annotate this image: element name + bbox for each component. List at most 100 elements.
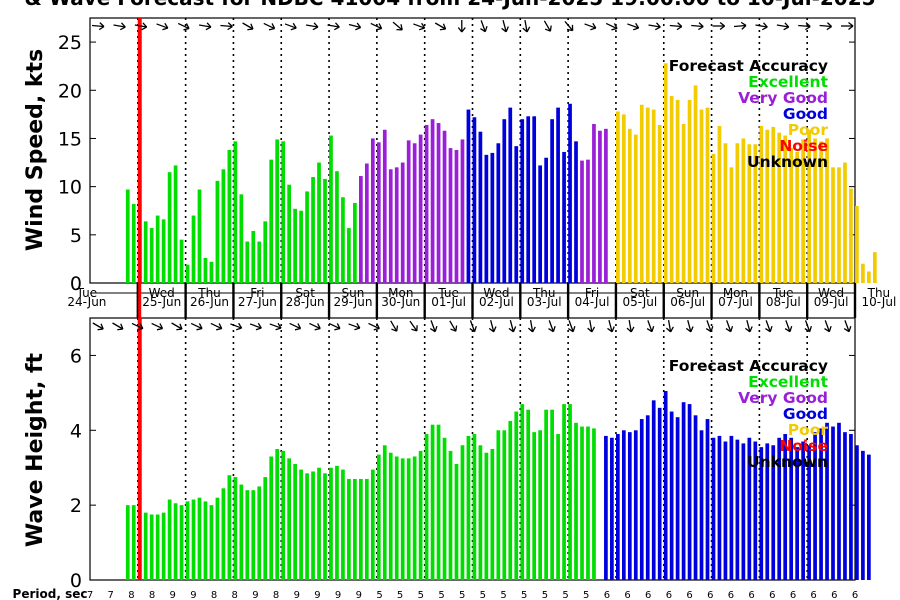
y-tick-label: 10: [58, 177, 82, 199]
direction-arrow: [841, 21, 854, 31]
bar: [364, 478, 369, 580]
bar: [807, 129, 811, 283]
direction-arrow: [665, 319, 674, 333]
bar: [795, 151, 799, 283]
bar: [508, 420, 513, 580]
direction-arrow: [113, 22, 126, 31]
period-value: 6: [769, 590, 775, 600]
bar: [359, 176, 363, 283]
bar: [430, 119, 435, 284]
direction-arrow: [626, 319, 635, 333]
direction-arrow: [220, 22, 233, 31]
day-date-label: 30-Jun: [381, 295, 420, 309]
chart-title: & Wave Forecast for NDBC 41004 from 24-J…: [24, 0, 875, 10]
direction-arrow: [605, 22, 618, 31]
bar: [771, 126, 776, 283]
bar: [215, 180, 220, 283]
bar: [759, 447, 764, 580]
period-value: 5: [438, 590, 444, 600]
direction-arrow: [249, 322, 262, 331]
bar: [532, 116, 537, 283]
bar: [490, 449, 495, 580]
bar: [825, 138, 829, 283]
bar: [388, 452, 393, 580]
bar: [729, 435, 734, 580]
bar: [245, 241, 250, 283]
day-name-label: Thu: [867, 286, 891, 300]
bar: [789, 437, 794, 580]
direction-arrow: [584, 22, 597, 31]
direction-arrow: [112, 322, 124, 331]
bar: [526, 116, 531, 283]
direction-arrow: [413, 22, 426, 31]
direction-arrow: [819, 22, 833, 31]
day-date-label: 24-Jun: [67, 295, 106, 309]
bar: [867, 271, 871, 283]
period-value: 6: [666, 590, 672, 600]
direction-arrow: [392, 21, 403, 31]
bar: [227, 475, 232, 580]
bar: [203, 257, 208, 283]
bar: [801, 441, 805, 580]
day-name-label: Sat: [630, 286, 650, 300]
direction-arrow: [733, 21, 747, 30]
bar: [209, 261, 214, 283]
bar: [197, 189, 202, 283]
day-name-label: Sun: [342, 286, 365, 300]
y-tick-label: 15: [58, 128, 82, 150]
bar: [263, 221, 268, 283]
bar: [376, 454, 381, 580]
direction-arrow: [171, 322, 183, 331]
day-date-label: 02-Jul: [479, 295, 514, 309]
bar: [251, 230, 256, 283]
bar: [239, 194, 244, 283]
bar: [275, 449, 280, 580]
bar: [131, 203, 136, 283]
direction-arrow: [607, 320, 615, 333]
period-value: 6: [686, 590, 692, 600]
bar: [281, 141, 286, 283]
bar: [723, 441, 728, 580]
bar: [466, 435, 471, 580]
bar: [347, 228, 351, 283]
bar: [645, 415, 650, 580]
bar: [424, 124, 429, 284]
period-value: 9: [170, 590, 176, 600]
wind-speed-panel: 0 5 10 15 20 25 Wind Speed, kts Forecast Accura…: [23, 17, 877, 295]
bar: [478, 445, 483, 580]
period-value: 6: [748, 590, 754, 600]
legend-item-unknown: Unknown: [747, 453, 828, 471]
day-date-label: 08-Jul: [766, 295, 801, 309]
direction-arrow: [824, 320, 832, 333]
bar: [484, 452, 489, 580]
period-value: 7: [87, 590, 93, 600]
bar: [562, 404, 566, 580]
bar: [185, 501, 190, 580]
direction-arrow: [91, 22, 105, 31]
wave-height-panel: 0 2 4 6 Wave Height, ft Forecast AccuracyExce…: [23, 317, 871, 592]
bar: [347, 478, 351, 580]
bar: [287, 184, 291, 283]
day-name-label: Wed: [818, 286, 844, 300]
bar: [406, 140, 411, 283]
bar: [131, 505, 136, 580]
bar: [574, 141, 578, 283]
day-name-label: Wed: [483, 286, 509, 300]
direction-arrow: [210, 322, 223, 331]
bar: [394, 167, 399, 283]
bar: [496, 143, 501, 283]
bar: [335, 465, 339, 580]
direction-arrow: [488, 320, 497, 333]
bar: [257, 241, 262, 283]
bar: [562, 151, 566, 283]
day-date-label: 03-Jul: [527, 295, 562, 309]
bar: [616, 434, 620, 580]
bar: [382, 129, 387, 283]
bar: [203, 501, 208, 580]
bar: [538, 430, 543, 580]
bar: [155, 215, 160, 283]
bar: [795, 447, 799, 580]
bar: [753, 441, 758, 580]
bar: [269, 456, 274, 580]
period-value: 9: [252, 590, 258, 600]
